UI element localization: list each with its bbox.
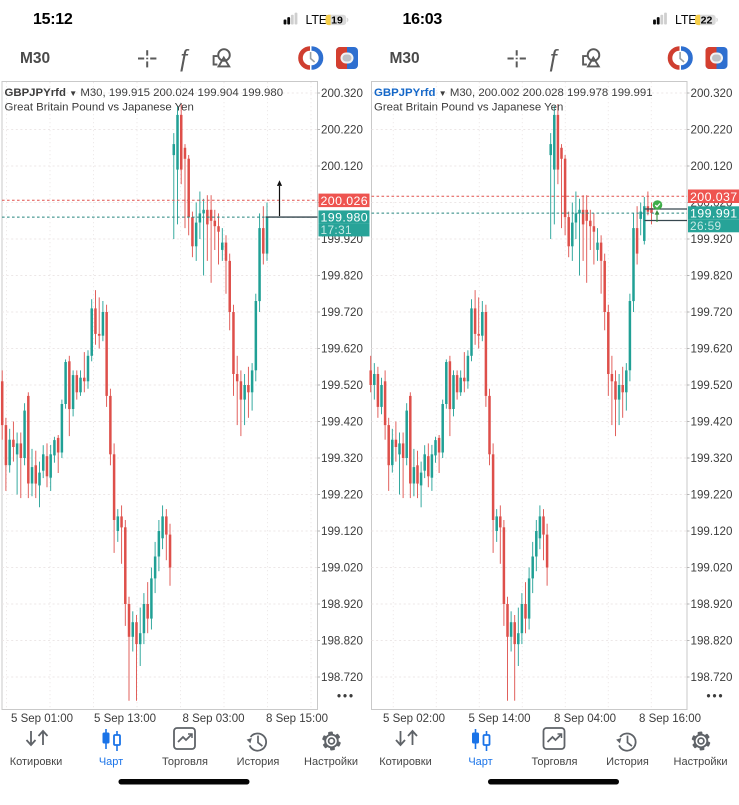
svg-text:199.120: 199.120 <box>321 525 363 538</box>
svg-text:Great Britain Pound vs Japanes: Great Britain Pound vs Japanese Yen <box>374 102 563 114</box>
svg-text:198.920: 198.920 <box>691 598 733 611</box>
svg-text:199.920: 199.920 <box>691 233 733 246</box>
svg-text:5 Sep 01:00: 5 Sep 01:00 <box>11 713 73 725</box>
svg-text:M30: M30 <box>20 50 50 67</box>
svg-text:198.820: 198.820 <box>321 635 363 648</box>
svg-text:199.991: 199.991 <box>690 207 738 221</box>
svg-text:199.980: 199.980 <box>321 211 369 225</box>
svg-text:ƒ: ƒ <box>177 45 190 72</box>
svg-text:198.920: 198.920 <box>321 598 363 611</box>
svg-text:199.220: 199.220 <box>321 489 363 502</box>
svg-text:17:31: 17:31 <box>321 223 353 237</box>
svg-text:199.920: 199.920 <box>321 233 363 246</box>
svg-text:199.020: 199.020 <box>321 562 363 575</box>
svg-text:5 Sep 14:00: 5 Sep 14:00 <box>468 713 530 725</box>
svg-text:198.720: 198.720 <box>691 671 733 684</box>
svg-text:История: История <box>606 756 649 768</box>
svg-text:200.320: 200.320 <box>321 87 363 100</box>
svg-text:200.120: 200.120 <box>691 160 733 173</box>
svg-text:8 Sep 15:00: 8 Sep 15:00 <box>266 713 328 725</box>
svg-text:8 Sep 16:00: 8 Sep 16:00 <box>639 713 701 725</box>
svg-text:198.820: 198.820 <box>691 635 733 648</box>
svg-text:199.620: 199.620 <box>321 343 363 356</box>
svg-text:199.420: 199.420 <box>321 416 363 429</box>
svg-text:Great Britain Pound vs Japanes: Great Britain Pound vs Japanese Yen <box>5 102 194 114</box>
svg-text:8 Sep 03:00: 8 Sep 03:00 <box>182 713 244 725</box>
svg-text:26:59: 26:59 <box>690 219 722 233</box>
svg-text:199.120: 199.120 <box>691 525 733 538</box>
svg-text:200.320: 200.320 <box>691 87 733 100</box>
svg-text:199.820: 199.820 <box>321 270 363 283</box>
svg-text:199.020: 199.020 <box>691 562 733 575</box>
svg-text:•••: ••• <box>337 691 355 703</box>
svg-text:200.120: 200.120 <box>321 160 363 173</box>
svg-text:Настройки: Настройки <box>674 756 728 768</box>
svg-text:LTE: LTE <box>675 13 696 27</box>
svg-text:M30: M30 <box>390 50 420 67</box>
svg-text:199.620: 199.620 <box>691 343 733 356</box>
svg-text:22: 22 <box>701 14 713 26</box>
svg-text:199.720: 199.720 <box>691 306 733 319</box>
svg-text:199.720: 199.720 <box>321 306 363 319</box>
svg-text:199.520: 199.520 <box>691 379 733 392</box>
svg-text:Котировки: Котировки <box>379 756 432 768</box>
svg-text:История: История <box>237 756 280 768</box>
svg-text:5 Sep 13:00: 5 Sep 13:00 <box>94 713 156 725</box>
svg-text:Чарт: Чарт <box>99 756 123 768</box>
svg-text:Котировки: Котировки <box>10 756 63 768</box>
svg-text:Настройки: Настройки <box>304 756 358 768</box>
svg-text:GBPJPYrfd ▼ M30, 199.915 200.0: GBPJPYrfd ▼ M30, 199.915 200.024 199.904… <box>5 87 284 99</box>
svg-text:199.320: 199.320 <box>321 452 363 465</box>
svg-text:198.720: 198.720 <box>321 671 363 684</box>
svg-text:•••: ••• <box>707 691 725 703</box>
svg-text:199.820: 199.820 <box>691 270 733 283</box>
svg-text:200.220: 200.220 <box>321 124 363 137</box>
svg-text:8 Sep 04:00: 8 Sep 04:00 <box>554 713 616 725</box>
svg-text:ƒ: ƒ <box>547 45 560 72</box>
svg-text:200.026: 200.026 <box>321 194 369 208</box>
svg-text:15:12: 15:12 <box>33 11 73 28</box>
svg-text:Торговля: Торговля <box>162 756 208 768</box>
svg-text:Торговля: Торговля <box>532 756 578 768</box>
svg-text:199.420: 199.420 <box>691 416 733 429</box>
svg-text:200.037: 200.037 <box>690 190 738 204</box>
svg-text:19: 19 <box>331 14 343 26</box>
svg-text:5 Sep 02:00: 5 Sep 02:00 <box>383 713 445 725</box>
svg-text:16:03: 16:03 <box>403 11 443 28</box>
svg-text:LTE: LTE <box>306 13 327 27</box>
svg-text:200.220: 200.220 <box>691 124 733 137</box>
svg-text:GBPJPYrfd ▼ M30, 200.002 200.0: GBPJPYrfd ▼ M30, 200.002 200.028 199.978… <box>374 87 653 99</box>
svg-text:199.520: 199.520 <box>321 379 363 392</box>
svg-text:Чарт: Чарт <box>468 756 492 768</box>
svg-text:199.220: 199.220 <box>691 489 733 502</box>
svg-text:199.320: 199.320 <box>691 452 733 465</box>
